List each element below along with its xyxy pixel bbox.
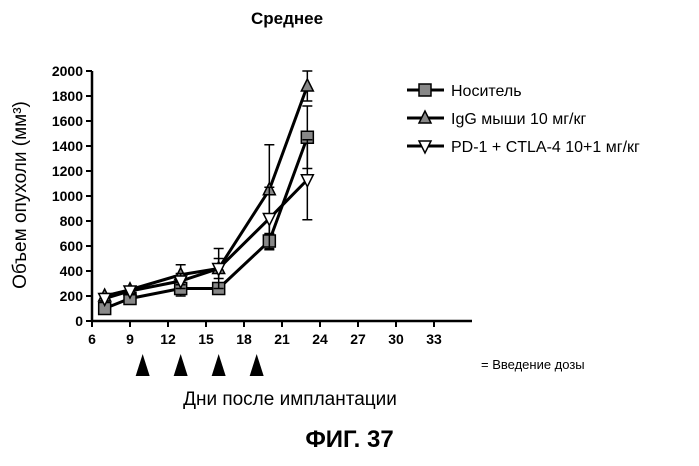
y-tick-label: 1800 [52,88,83,104]
figure-label: ФИГ. 37 [0,426,699,454]
dose-arrow [136,354,150,376]
series-3 [99,140,314,306]
data-point [301,79,313,91]
x-tick-label: 27 [350,331,366,347]
legend-item: Носитель [407,83,522,100]
x-tick-label: 24 [312,331,328,347]
legend-marker [419,84,431,96]
dose-arrow [250,354,264,376]
y-tick-label: 800 [60,213,84,229]
x-axis-label: Дни после имплантации [183,389,397,410]
dose-marker-label: = Введение дозы [481,357,585,372]
x-tick-label: 18 [236,331,252,347]
y-tick-label: 1600 [52,113,83,129]
y-tick-label: 0 [75,313,83,329]
x-tick-label: 15 [198,331,214,347]
x-tick-label: 6 [88,331,96,347]
x-tick-label: 21 [274,331,290,347]
dose-arrow [174,354,188,376]
y-tick-label: 2000 [52,63,83,79]
y-tick-label: 400 [60,263,84,279]
y-tick-label: 1400 [52,138,83,154]
legend-label: IgG мыши 10 мг/кг [451,111,586,128]
y-axis-label: Объем опухоли (мм³) [10,101,31,289]
x-tick-label: 9 [126,331,134,347]
legend-item: IgG мыши 10 мг/кг [407,111,586,128]
y-tick-label: 600 [60,238,84,254]
x-tick-label: 33 [426,331,442,347]
tumor-volume-chart: Среднее 0 200 400 600 800 1000 1200 1400 1600 180… [0,0,699,425]
x-tick-label: 30 [388,331,404,347]
x-tick-label: 12 [160,331,176,347]
chart-title: Среднее [251,9,323,28]
legend-label: PD-1 + CTLA-4 10+1 мг/кг [451,139,640,156]
series-line [105,180,308,299]
legend-label: Носитель [451,83,522,100]
series-line [105,86,308,296]
y-tick-label: 200 [60,288,84,304]
y-tick-label: 1200 [52,163,83,179]
dose-arrow [212,354,226,376]
series-line [105,137,308,308]
y-tick-label: 1000 [52,188,83,204]
legend-item: PD-1 + CTLA-4 10+1 мг/кг [407,139,640,156]
series-2 [99,71,314,301]
